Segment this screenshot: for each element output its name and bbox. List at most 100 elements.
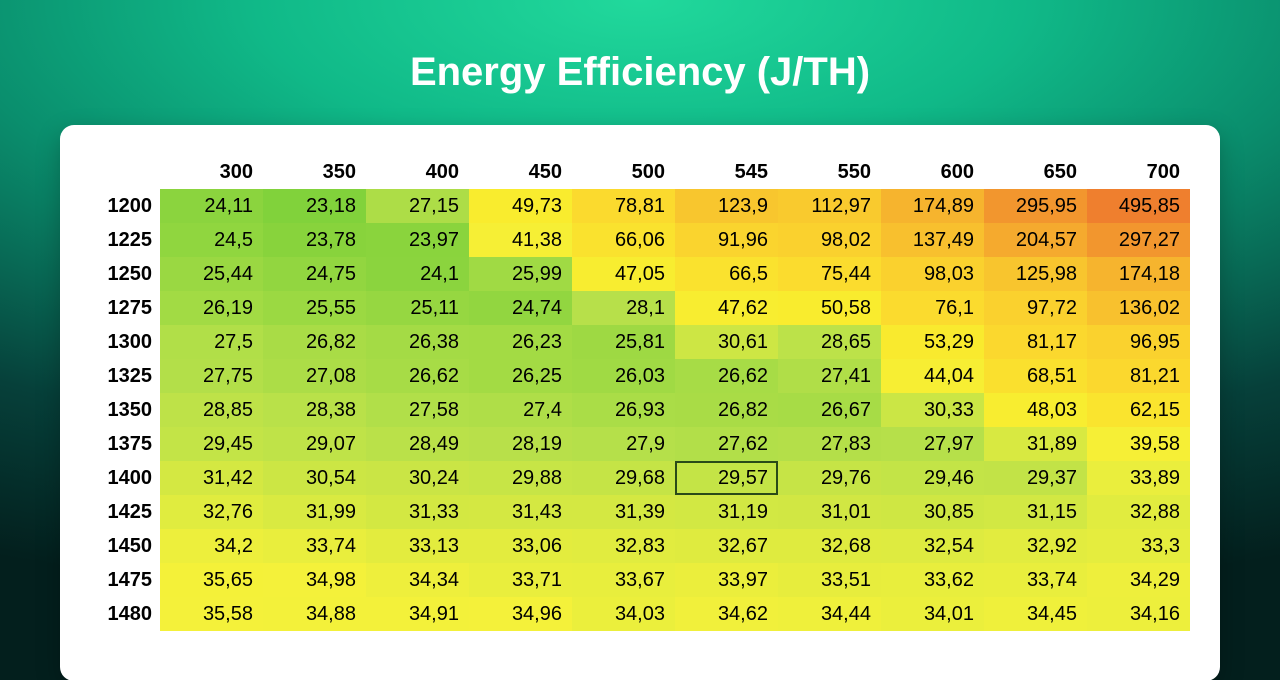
heatmap-cell: 34,29 (1087, 563, 1190, 597)
heatmap-cell: 49,73 (469, 189, 572, 223)
heatmap-cell: 29,68 (572, 461, 675, 495)
heatmap-cell: 24,1 (366, 257, 469, 291)
heatmap-cell: 25,99 (469, 257, 572, 291)
heatmap-cell: 33,62 (881, 563, 984, 597)
heatmap-cell: 26,62 (675, 359, 778, 393)
heatmap-cell: 112,97 (778, 189, 881, 223)
table-row: 147535,6534,9834,3433,7133,6733,9733,513… (90, 563, 1190, 597)
table-row: 137529,4529,0728,4928,1927,927,6227,8327… (90, 427, 1190, 461)
heatmap-cell: 34,96 (469, 597, 572, 631)
heatmap-cell: 27,58 (366, 393, 469, 427)
heatmap-cell: 29,88 (469, 461, 572, 495)
table-row: 135028,8528,3827,5827,426,9326,8226,6730… (90, 393, 1190, 427)
heatmap-cell: 29,76 (778, 461, 881, 495)
heatmap-cell: 34,98 (263, 563, 366, 597)
heatmap-cell: 32,92 (984, 529, 1087, 563)
heatmap-cell: 26,82 (263, 325, 366, 359)
heatmap-cell: 34,16 (1087, 597, 1190, 631)
heatmap-cell: 23,18 (263, 189, 366, 223)
heatmap-cell: 23,78 (263, 223, 366, 257)
table-row: 120024,1123,1827,1549,7378,81123,9112,97… (90, 189, 1190, 223)
heatmap-cell: 91,96 (675, 223, 778, 257)
heatmap-cell: 137,49 (881, 223, 984, 257)
heatmap-cell: 33,74 (263, 529, 366, 563)
heatmap-cell: 25,11 (366, 291, 469, 325)
heatmap-cell: 125,98 (984, 257, 1087, 291)
heatmap-cell: 31,42 (160, 461, 263, 495)
heatmap-cell: 48,03 (984, 393, 1087, 427)
table-row: 140031,4230,5430,2429,8829,6829,5729,762… (90, 461, 1190, 495)
heatmap-cell: 33,67 (572, 563, 675, 597)
heatmap-cell: 27,15 (366, 189, 469, 223)
heatmap-cell: 47,62 (675, 291, 778, 325)
heatmap-cell: 32,83 (572, 529, 675, 563)
heatmap-cell: 33,89 (1087, 461, 1190, 495)
row-header: 1375 (90, 427, 160, 461)
heatmap-cell: 295,95 (984, 189, 1087, 223)
column-header: 650 (984, 155, 1087, 189)
heatmap-cell: 98,02 (778, 223, 881, 257)
heatmap-cell: 26,93 (572, 393, 675, 427)
page-root: Energy Efficiency (J/TH) 300350400450500… (0, 0, 1280, 680)
heatmap-card: 300350400450500545550600650700 120024,11… (60, 125, 1220, 680)
column-header: 550 (778, 155, 881, 189)
heatmap-cell: 26,25 (469, 359, 572, 393)
table-row: 125025,4424,7524,125,9947,0566,575,4498,… (90, 257, 1190, 291)
heatmap-cell: 24,74 (469, 291, 572, 325)
heatmap-cell: 30,33 (881, 393, 984, 427)
heatmap-cell: 297,27 (1087, 223, 1190, 257)
heatmap-cell: 34,62 (675, 597, 778, 631)
heatmap-cell: 27,08 (263, 359, 366, 393)
row-header: 1225 (90, 223, 160, 257)
heatmap-cell: 62,15 (1087, 393, 1190, 427)
heatmap-cell: 34,44 (778, 597, 881, 631)
heatmap-cell: 33,74 (984, 563, 1087, 597)
row-header: 1450 (90, 529, 160, 563)
heatmap-cell: 27,4 (469, 393, 572, 427)
heatmap-cell: 78,81 (572, 189, 675, 223)
heatmap-cell: 27,83 (778, 427, 881, 461)
heatmap-cell: 30,54 (263, 461, 366, 495)
heatmap-cell-highlighted: 29,57 (675, 461, 778, 495)
heatmap-cell: 33,51 (778, 563, 881, 597)
heatmap-cell: 34,01 (881, 597, 984, 631)
heatmap-cell: 26,82 (675, 393, 778, 427)
heatmap-cell: 28,1 (572, 291, 675, 325)
efficiency-heatmap-table: 300350400450500545550600650700 120024,11… (90, 155, 1190, 631)
heatmap-cell: 34,45 (984, 597, 1087, 631)
heatmap-cell: 33,71 (469, 563, 572, 597)
row-header: 1350 (90, 393, 160, 427)
column-header: 600 (881, 155, 984, 189)
heatmap-cell: 44,04 (881, 359, 984, 393)
heatmap-cell: 33,3 (1087, 529, 1190, 563)
heatmap-cell: 34,03 (572, 597, 675, 631)
heatmap-cell: 35,65 (160, 563, 263, 597)
heatmap-cell: 33,13 (366, 529, 469, 563)
table-header: 300350400450500545550600650700 (90, 155, 1190, 189)
page-title: Energy Efficiency (J/TH) (60, 50, 1220, 95)
column-header: 500 (572, 155, 675, 189)
table-row: 148035,5834,8834,9134,9634,0334,6234,443… (90, 597, 1190, 631)
heatmap-cell: 26,23 (469, 325, 572, 359)
heatmap-cell: 39,58 (1087, 427, 1190, 461)
column-header: 400 (366, 155, 469, 189)
heatmap-cell: 33,06 (469, 529, 572, 563)
heatmap-cell: 28,65 (778, 325, 881, 359)
table-row: 132527,7527,0826,6226,2526,0326,6227,414… (90, 359, 1190, 393)
heatmap-cell: 47,05 (572, 257, 675, 291)
heatmap-cell: 26,62 (366, 359, 469, 393)
heatmap-cell: 29,07 (263, 427, 366, 461)
heatmap-cell: 34,91 (366, 597, 469, 631)
heatmap-cell: 27,97 (881, 427, 984, 461)
column-header: 350 (263, 155, 366, 189)
heatmap-cell: 76,1 (881, 291, 984, 325)
heatmap-cell: 33,97 (675, 563, 778, 597)
heatmap-cell: 50,58 (778, 291, 881, 325)
heatmap-cell: 81,17 (984, 325, 1087, 359)
heatmap-cell: 32,76 (160, 495, 263, 529)
heatmap-cell: 28,85 (160, 393, 263, 427)
heatmap-cell: 53,29 (881, 325, 984, 359)
heatmap-cell: 28,19 (469, 427, 572, 461)
heatmap-cell: 495,85 (1087, 189, 1190, 223)
heatmap-cell: 75,44 (778, 257, 881, 291)
